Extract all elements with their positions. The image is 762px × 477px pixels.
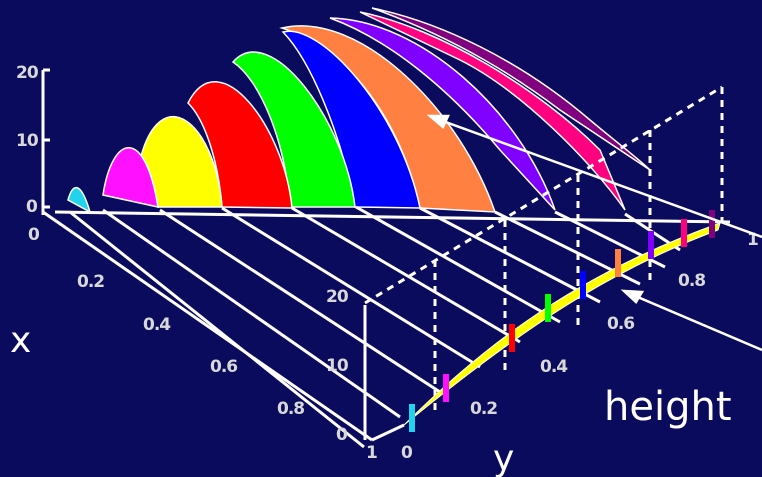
floor-line-7 [419, 206, 601, 304]
left-z-tick-10: 10 [16, 131, 39, 151]
front-z-tick-20: 20 [326, 287, 349, 307]
slice-9-pink [359, 11, 626, 211]
floor-line-front-base [371, 423, 405, 442]
height-callout-arrows [426, 114, 762, 352]
y-axis-label: y [493, 438, 514, 477]
floor-line-4 [221, 206, 481, 369]
front-z-tick-0: 0 [336, 425, 348, 445]
slice-6-blue [281, 30, 421, 209]
left-z-axis [41, 68, 50, 215]
slice-4-red [187, 81, 293, 209]
floor-line-3 [159, 208, 441, 394]
dashed-top-edge [364, 85, 723, 305]
left-z-tick-0: 0 [26, 197, 38, 217]
slice-5-green [231, 51, 356, 208]
floor-lines [42, 205, 731, 449]
left-z-tick-20: 20 [16, 63, 39, 83]
slice-1-cyan [67, 186, 92, 214]
floor-line-1 [69, 210, 365, 449]
slice-2-magenta [102, 147, 159, 208]
height-callout-label: height [604, 384, 732, 430]
front-y-tick-0.8: 0.8 [678, 271, 705, 291]
front-curve-stripes [409, 210, 715, 432]
dashed-guides [364, 85, 724, 410]
slice-8-purple [329, 17, 556, 211]
front-z-tick-10: 10 [326, 356, 349, 376]
slice-10-violet [371, 7, 651, 171]
slice-group [67, 7, 651, 214]
front-y-tick-0.6: 0.6 [607, 314, 634, 334]
front-y-tick-0.2: 0.2 [470, 399, 497, 419]
left-x-tick-0: 0 [28, 225, 40, 245]
front-y-tick-0.4: 0.4 [540, 357, 568, 377]
left-x-tick-0.2: 0.2 [77, 272, 104, 292]
floor-line-5 [291, 206, 521, 344]
floor-line-left-edge [42, 210, 373, 442]
floor-line-2 [102, 208, 401, 419]
left-x-tick-0.4: 0.4 [143, 315, 171, 335]
x-axis-label: x [10, 320, 31, 361]
left-x-tick-0.6: 0.6 [210, 357, 237, 377]
floor-line-6 [355, 205, 561, 324]
left-x-tick-0.8: 0.8 [277, 399, 304, 419]
left-x-tick-1: 1 [366, 443, 377, 463]
front-y-tick-0: 0 [401, 443, 413, 463]
